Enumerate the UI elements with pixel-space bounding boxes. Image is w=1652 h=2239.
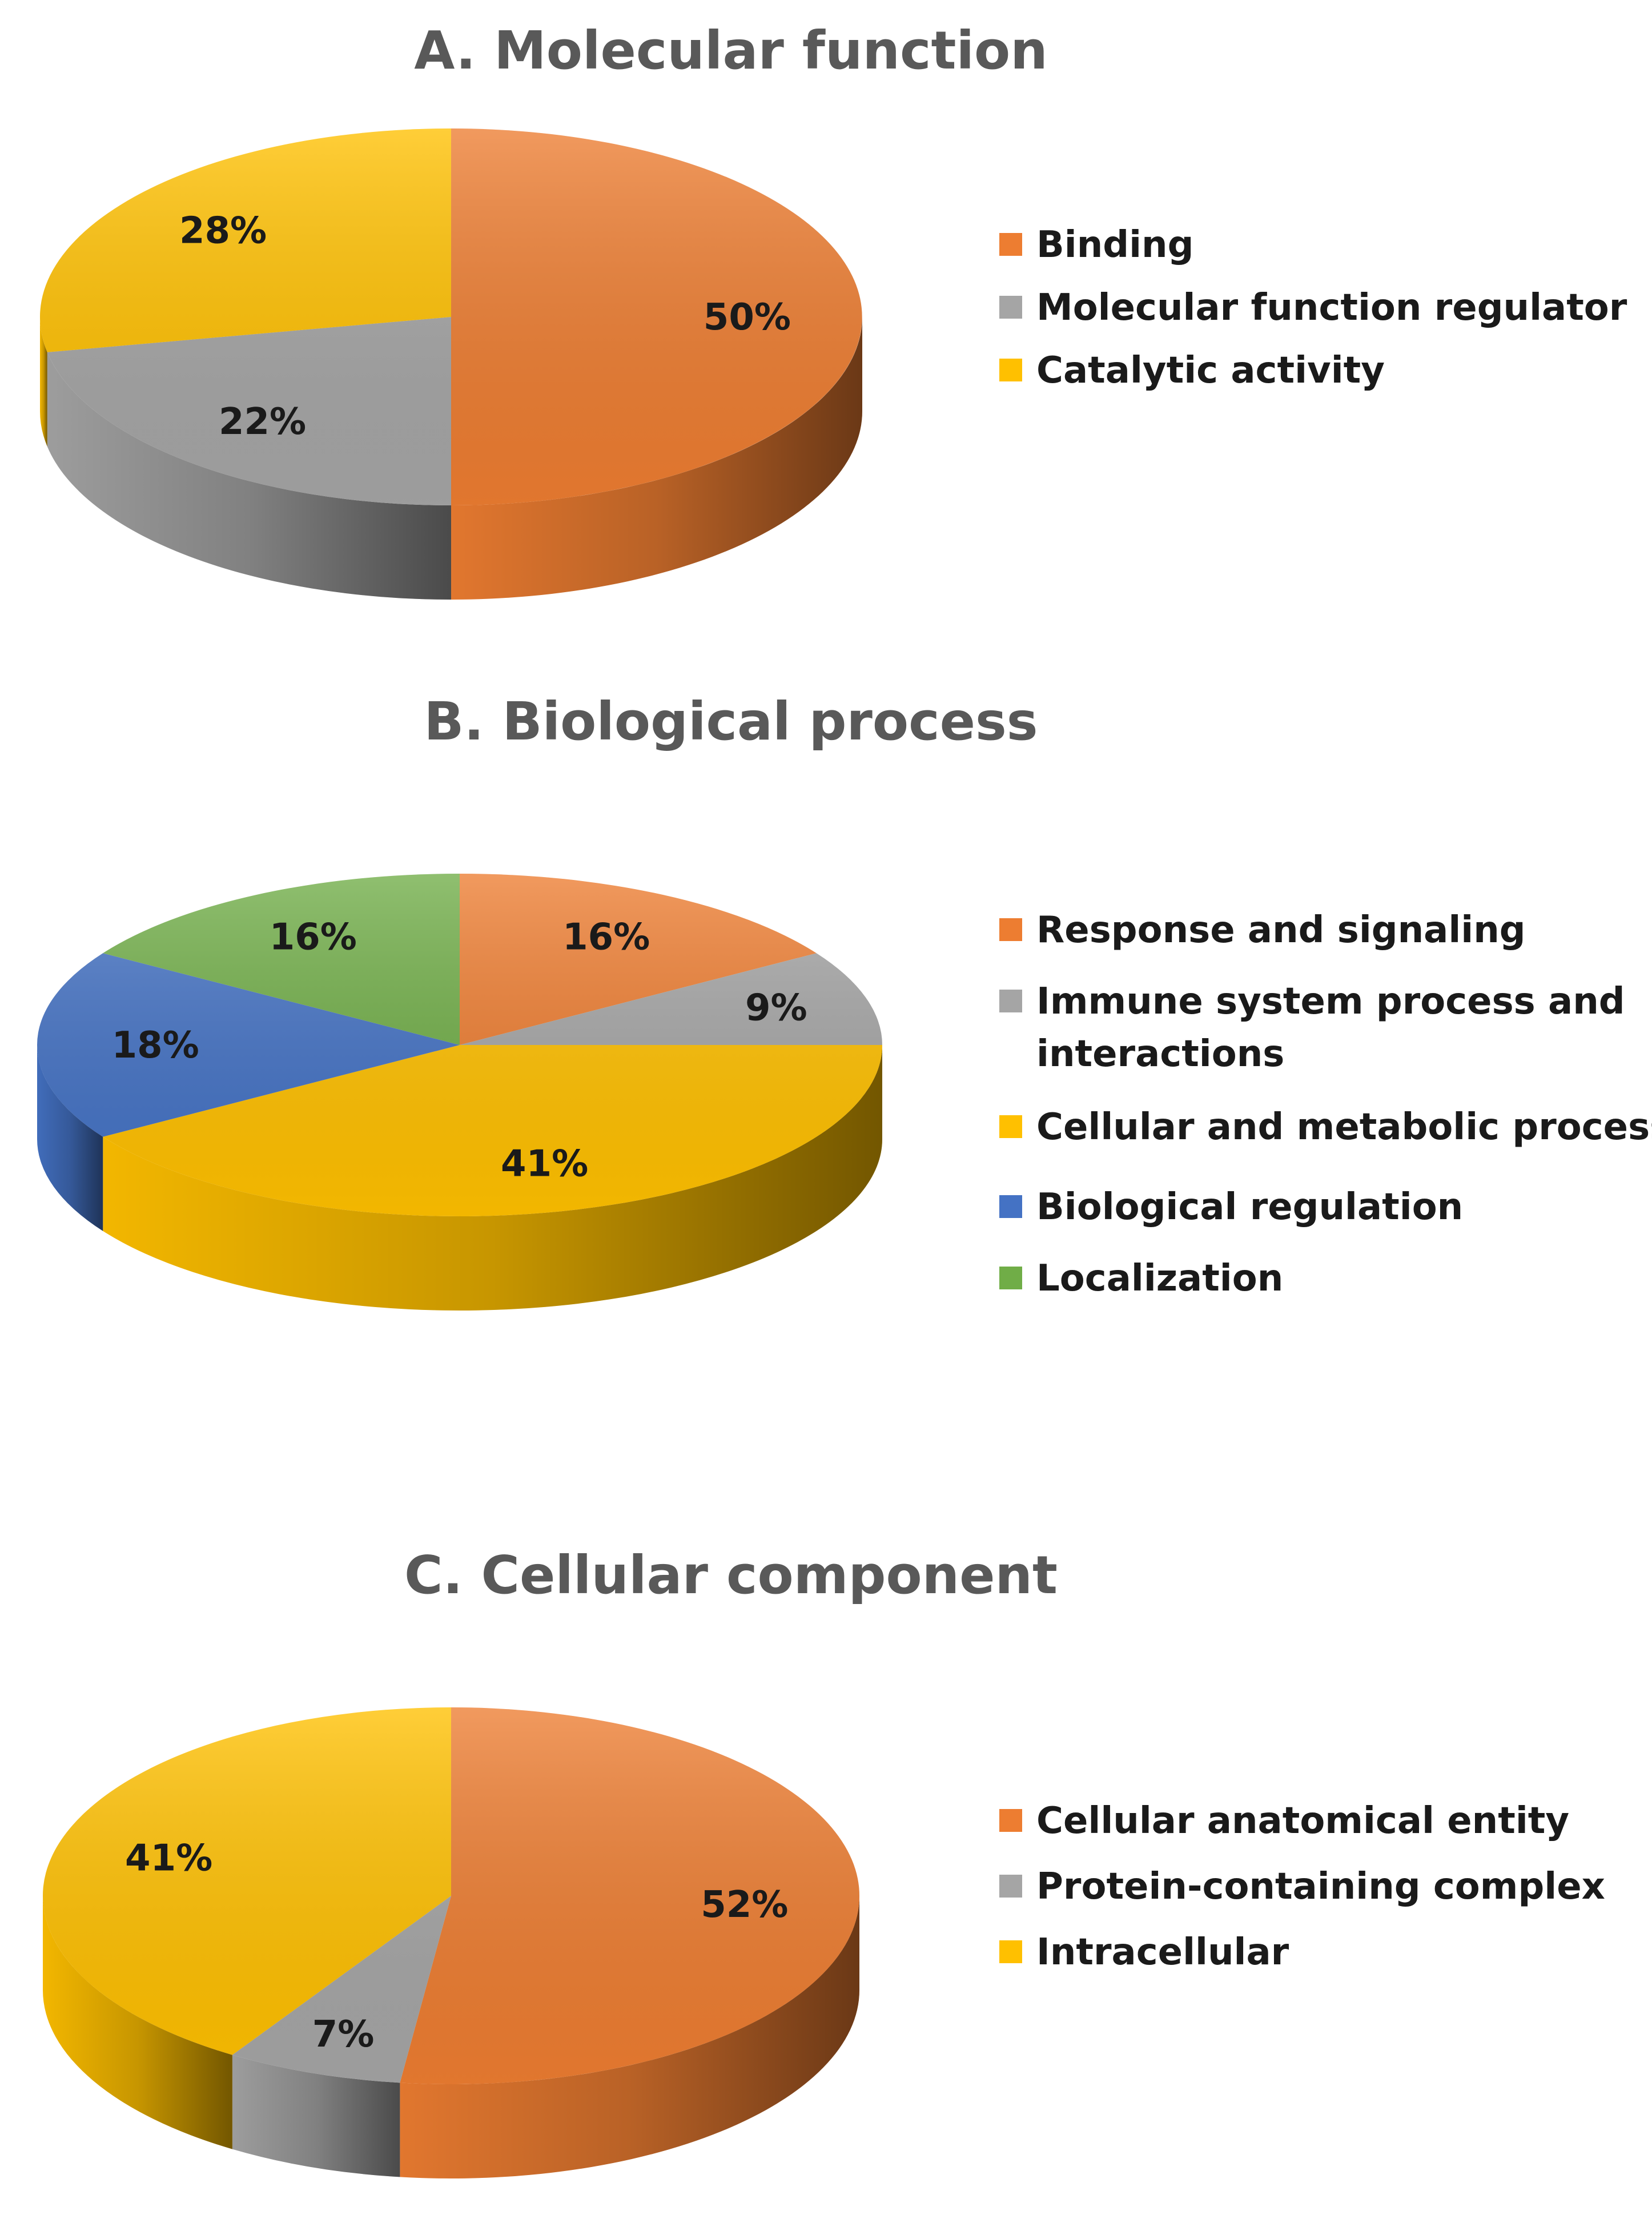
legend-label: Intracellular bbox=[1036, 1931, 1289, 1973]
legend-swatch bbox=[999, 296, 1022, 319]
data-label-response-and-signaling: 16% bbox=[562, 916, 650, 959]
chart-title: A. Molecular function bbox=[414, 20, 1047, 81]
legend: Response and signaling Immune system proc… bbox=[999, 909, 1652, 1300]
legend-label: Protein-containing complex bbox=[1036, 1866, 1605, 1908]
legend-swatch bbox=[999, 1940, 1022, 1963]
data-label-immune-system-process-and-interactions: 9% bbox=[745, 987, 807, 1030]
pie-top-faces bbox=[43, 1707, 859, 2084]
legend: Cellular anatomical entity Protein-contai… bbox=[999, 1800, 1605, 1973]
data-label-cellular-anatomical-entity: 52% bbox=[701, 1884, 788, 1926]
pie-top-faces bbox=[39, 128, 862, 505]
pie-side-shade bbox=[43, 1896, 232, 2149]
legend-label: Response and signaling bbox=[1036, 909, 1526, 951]
pie-side-walls bbox=[40, 317, 862, 600]
chart-title: B. Biological process bbox=[424, 691, 1038, 752]
pie-top-highlight bbox=[37, 874, 882, 1216]
legend-item-immune-system-process-and-interactions: Immune system process and interactions bbox=[999, 980, 1625, 1075]
data-label-protein-containing-complex: 7% bbox=[312, 2013, 375, 2056]
data-label-intracellular: 41% bbox=[125, 1838, 212, 1880]
data-label-biological-regulation: 18% bbox=[112, 1024, 199, 1067]
data-label-catalytic-activity: 28% bbox=[179, 210, 267, 252]
pie-top-highlight bbox=[43, 1707, 859, 2084]
legend: Binding Molecular function regulator Catal… bbox=[999, 224, 1627, 392]
legend-label: Cellular anatomical entity bbox=[1036, 1800, 1569, 1842]
legend-label: interactions bbox=[1036, 1033, 1284, 1075]
legend-item-molecular-function-regulator: Molecular function regulator bbox=[999, 287, 1627, 329]
data-label-molecular-function-regulator: 22% bbox=[219, 401, 306, 443]
legend-swatch bbox=[999, 990, 1022, 1012]
legend-label: Immune system process and bbox=[1036, 980, 1625, 1023]
legend-item-biological-regulation: Biological regulation bbox=[999, 1186, 1463, 1228]
legend-swatch bbox=[999, 1875, 1022, 1898]
chart-biological-process: B. Biological process 16% 9% 41% 18% 16% Respo… bbox=[37, 691, 1652, 1311]
legend-item-protein-containing-complex: Protein-containing complex bbox=[999, 1866, 1605, 1908]
pie-side-walls bbox=[37, 1045, 882, 1311]
legend-swatch bbox=[999, 1267, 1022, 1289]
chart-title: C. Cellular component bbox=[404, 1545, 1058, 1606]
pie-side-shade bbox=[40, 317, 47, 447]
pie-side-shade bbox=[400, 1896, 859, 2179]
legend-label: Cellular and metabolic process bbox=[1036, 1106, 1652, 1148]
pie-side-walls bbox=[43, 1896, 859, 2179]
data-label-localization: 16% bbox=[270, 916, 357, 959]
legend-swatch bbox=[999, 1115, 1022, 1138]
legend-label: Binding bbox=[1036, 224, 1193, 266]
pie-side-shade bbox=[37, 1045, 103, 1231]
pie-top-faces bbox=[37, 874, 882, 1216]
legend-swatch bbox=[999, 918, 1022, 941]
legend-item-cellular-and-metabolic-process: Cellular and metabolic process bbox=[999, 1106, 1652, 1148]
pie-side-shade bbox=[103, 1045, 882, 1311]
legend-label: Molecular function regulator bbox=[1036, 287, 1627, 329]
legend-item-catalytic-activity: Catalytic activity bbox=[999, 349, 1385, 392]
legend-item-response-and-signaling: Response and signaling bbox=[999, 909, 1526, 951]
pie-side-shade bbox=[451, 317, 862, 600]
data-label-cellular-and-metabolic-process: 41% bbox=[501, 1143, 588, 1185]
legend-item-binding: Binding bbox=[999, 224, 1193, 266]
legend-item-localization: Localization bbox=[999, 1257, 1283, 1300]
legend-label: Localization bbox=[1036, 1257, 1283, 1300]
legend-label: Biological regulation bbox=[1036, 1186, 1463, 1228]
legend-swatch bbox=[999, 359, 1022, 381]
pie-side-shade bbox=[232, 2055, 400, 2177]
legend-label: Catalytic activity bbox=[1036, 349, 1385, 392]
legend-swatch bbox=[999, 1809, 1022, 1832]
legend-swatch bbox=[999, 233, 1022, 256]
data-label-binding: 50% bbox=[704, 296, 791, 339]
chart-molecular-function: A. Molecular function 50% 22% 28% Binding Mol… bbox=[39, 20, 1627, 600]
legend-item-intracellular: Intracellular bbox=[999, 1931, 1289, 1973]
pie-side-shade bbox=[47, 352, 452, 600]
pie-top-highlight bbox=[40, 128, 862, 505]
legend-item-cellular-anatomical-entity: Cellular anatomical entity bbox=[999, 1800, 1569, 1842]
legend-swatch bbox=[999, 1195, 1022, 1218]
chart-cellular-component: C. Cellular component 52% 7% 41% Cellular an… bbox=[43, 1545, 1605, 2179]
